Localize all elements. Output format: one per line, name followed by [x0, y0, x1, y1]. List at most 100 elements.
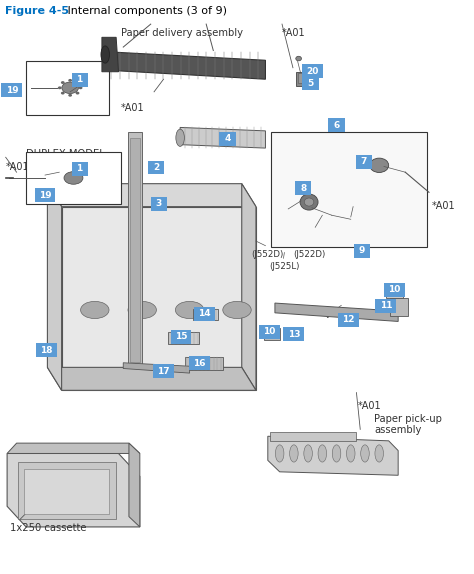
Text: 5: 5: [307, 79, 314, 88]
Text: 18: 18: [40, 346, 53, 355]
Polygon shape: [47, 367, 256, 390]
FancyBboxPatch shape: [35, 188, 55, 202]
FancyBboxPatch shape: [356, 155, 372, 169]
Text: 15: 15: [175, 332, 187, 342]
Text: 10: 10: [388, 285, 401, 294]
Text: Paper pick-up: Paper pick-up: [374, 414, 442, 424]
Text: *A01: *A01: [282, 28, 306, 37]
Text: 19: 19: [39, 191, 51, 200]
FancyBboxPatch shape: [338, 313, 359, 327]
Polygon shape: [47, 184, 256, 207]
Bar: [264, 328, 280, 340]
Ellipse shape: [44, 344, 54, 351]
Text: 4: 4: [224, 134, 231, 144]
Text: DUPLEX MODEL: DUPLEX MODEL: [26, 149, 105, 159]
Text: 17: 17: [157, 367, 170, 376]
FancyBboxPatch shape: [189, 356, 210, 370]
Text: *A02: *A02: [303, 194, 327, 204]
FancyBboxPatch shape: [302, 76, 319, 90]
Ellipse shape: [375, 445, 383, 462]
Text: SIMPLEX MODEL: SIMPLEX MODEL: [26, 64, 108, 74]
Ellipse shape: [296, 56, 301, 61]
Ellipse shape: [300, 194, 318, 210]
Bar: [386, 286, 403, 298]
Text: 12: 12: [342, 315, 355, 324]
Bar: [128, 132, 142, 367]
Bar: [298, 73, 310, 83]
FancyBboxPatch shape: [72, 73, 88, 87]
Polygon shape: [7, 453, 140, 527]
Ellipse shape: [76, 81, 80, 84]
Ellipse shape: [101, 46, 109, 63]
Ellipse shape: [61, 81, 64, 84]
Ellipse shape: [304, 198, 314, 206]
Bar: [24, 469, 109, 514]
Bar: [130, 138, 140, 362]
Ellipse shape: [332, 445, 341, 462]
Text: Internal components (3 of 9): Internal components (3 of 9): [64, 6, 227, 15]
Ellipse shape: [304, 445, 312, 462]
Text: (J518): (J518): [365, 224, 391, 233]
Ellipse shape: [68, 79, 72, 82]
Polygon shape: [62, 207, 256, 390]
Text: *A01: *A01: [431, 201, 455, 211]
FancyBboxPatch shape: [384, 283, 405, 297]
Text: 14: 14: [199, 309, 211, 319]
Polygon shape: [268, 436, 398, 475]
FancyBboxPatch shape: [328, 118, 345, 132]
Text: 6: 6: [333, 121, 340, 130]
FancyBboxPatch shape: [194, 307, 215, 321]
Bar: [168, 332, 199, 344]
Text: (J554L): (J554L): [325, 309, 355, 318]
Polygon shape: [7, 443, 140, 453]
Text: 8: 8: [300, 184, 307, 193]
Ellipse shape: [128, 301, 156, 319]
FancyBboxPatch shape: [375, 299, 396, 313]
Bar: [26, 152, 121, 204]
Polygon shape: [123, 363, 190, 373]
FancyBboxPatch shape: [219, 132, 236, 146]
Polygon shape: [104, 52, 265, 79]
Polygon shape: [180, 127, 265, 148]
Ellipse shape: [76, 92, 80, 95]
Text: 2: 2: [153, 163, 160, 172]
Text: Paper delivery assembly: Paper delivery assembly: [121, 28, 244, 37]
Polygon shape: [242, 184, 256, 390]
Ellipse shape: [62, 82, 78, 94]
Bar: [185, 357, 223, 370]
Text: 7: 7: [361, 157, 367, 166]
Text: *A01: *A01: [6, 162, 29, 172]
Polygon shape: [47, 184, 62, 390]
FancyBboxPatch shape: [295, 181, 311, 195]
Ellipse shape: [275, 445, 284, 462]
Text: assembly: assembly: [374, 425, 422, 435]
Text: Figure 4-5: Figure 4-5: [5, 6, 69, 15]
Text: (J522D): (J522D): [293, 250, 325, 259]
Bar: [270, 432, 356, 441]
Ellipse shape: [176, 129, 184, 146]
Ellipse shape: [58, 86, 62, 89]
Polygon shape: [102, 37, 118, 72]
Ellipse shape: [370, 158, 389, 172]
FancyBboxPatch shape: [171, 330, 191, 344]
Ellipse shape: [361, 445, 369, 462]
Bar: [26, 61, 109, 115]
Polygon shape: [129, 443, 140, 527]
FancyBboxPatch shape: [72, 162, 88, 176]
Ellipse shape: [346, 445, 355, 462]
Ellipse shape: [223, 301, 251, 319]
Bar: [193, 309, 218, 320]
Ellipse shape: [175, 301, 204, 319]
Text: 1x250 cassette: 1x250 cassette: [10, 523, 87, 533]
FancyBboxPatch shape: [354, 244, 370, 258]
Polygon shape: [275, 303, 398, 321]
Text: (J109F): (J109F): [280, 212, 310, 222]
Text: 20: 20: [307, 67, 319, 76]
Bar: [18, 462, 116, 519]
Ellipse shape: [81, 301, 109, 319]
Ellipse shape: [64, 172, 83, 184]
Text: 13: 13: [288, 329, 300, 339]
Text: *A01: *A01: [358, 401, 382, 410]
Ellipse shape: [61, 92, 64, 95]
Text: 11: 11: [380, 301, 392, 311]
